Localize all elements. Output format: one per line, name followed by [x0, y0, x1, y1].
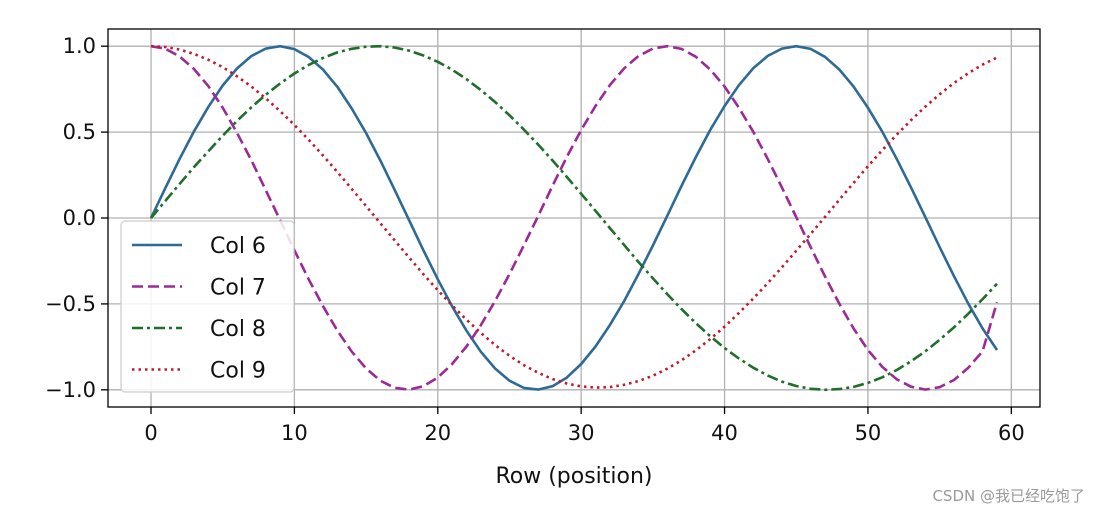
legend-label: Col 7: [210, 276, 266, 301]
x-tick-label: 20: [424, 421, 451, 445]
legend: Col 6 Col 7 Col 8 Col 9: [120, 220, 295, 393]
y-tick-label: 1.0: [63, 34, 96, 58]
series-line-col-6: [149, 44, 999, 391]
legend-label: Col 8: [210, 317, 266, 342]
x-tick-label: 40: [711, 421, 738, 445]
y-tick-label: −0.5: [45, 292, 96, 316]
series-line-col-7: [150, 44, 999, 391]
y-tick-label: −1.0: [45, 378, 96, 402]
legend-box: [120, 220, 295, 393]
watermark: CSDN @我已经吃饱了: [932, 487, 1085, 505]
series-lines: [149, 44, 999, 392]
legend-label: Col 9: [210, 359, 266, 384]
x-tick-label: 30: [568, 421, 595, 445]
x-tick-label: 0: [144, 421, 157, 445]
x-tick-label: 50: [855, 421, 882, 445]
series-line-col-9: [150, 44, 998, 389]
series-line-col-8: [150, 44, 998, 392]
legend-label: Col 6: [210, 234, 266, 259]
axis-ticks: 0 10 20 30 40 50 60 −1.0 −0.5 0.0 0.5 1.0: [45, 34, 1025, 445]
y-tick-label: 0.5: [63, 120, 96, 144]
x-tick-label: 60: [998, 421, 1025, 445]
y-tick-label: 0.0: [63, 206, 96, 230]
x-tick-label: 10: [281, 421, 308, 445]
grid-lines: [108, 29, 1040, 407]
x-axis-title: Row (position): [495, 464, 652, 489]
